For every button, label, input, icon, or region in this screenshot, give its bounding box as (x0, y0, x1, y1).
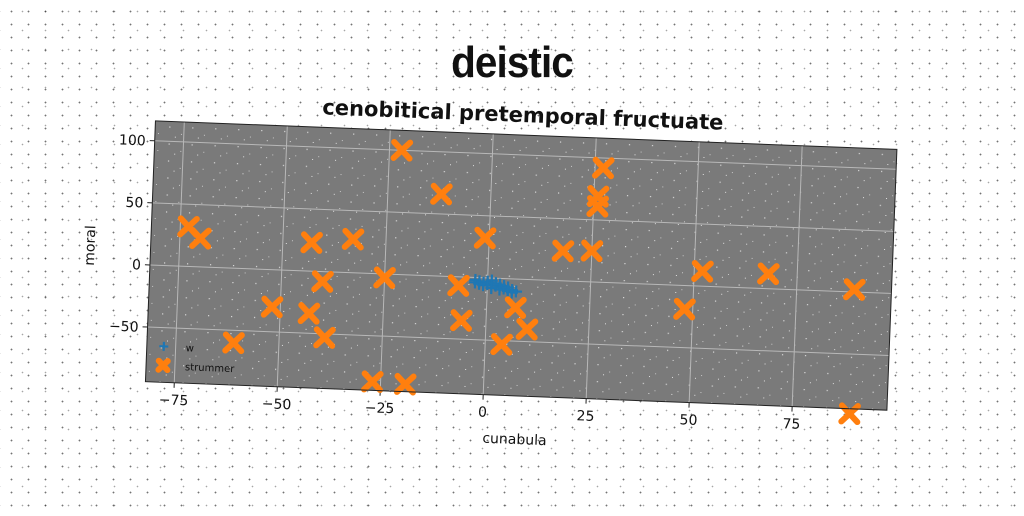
x-tick-label: −25 (364, 400, 394, 417)
legend-label: strummer (185, 362, 236, 375)
y-axis-label: moral (82, 225, 100, 266)
y-tick-label: 100 (119, 132, 146, 149)
x-tick-label: 75 (782, 416, 800, 433)
plot-noise (145, 121, 896, 410)
x-tick-label: 50 (679, 412, 697, 429)
x-axis-label: cunabula (482, 431, 547, 449)
legend-label: w (186, 343, 195, 354)
x-tick-label: −50 (261, 396, 291, 413)
y-tick-label: −50 (109, 319, 139, 336)
x-tick-label: 0 (478, 405, 488, 421)
legend-marker-strummer (158, 361, 167, 370)
x-tick-label: −75 (159, 392, 189, 409)
chart-title: cenobitical pretemporal fructuate (322, 95, 724, 134)
y-tick-label: 50 (125, 195, 143, 212)
y-tick-label: 0 (132, 257, 142, 273)
x-tick-label: 25 (576, 408, 594, 425)
